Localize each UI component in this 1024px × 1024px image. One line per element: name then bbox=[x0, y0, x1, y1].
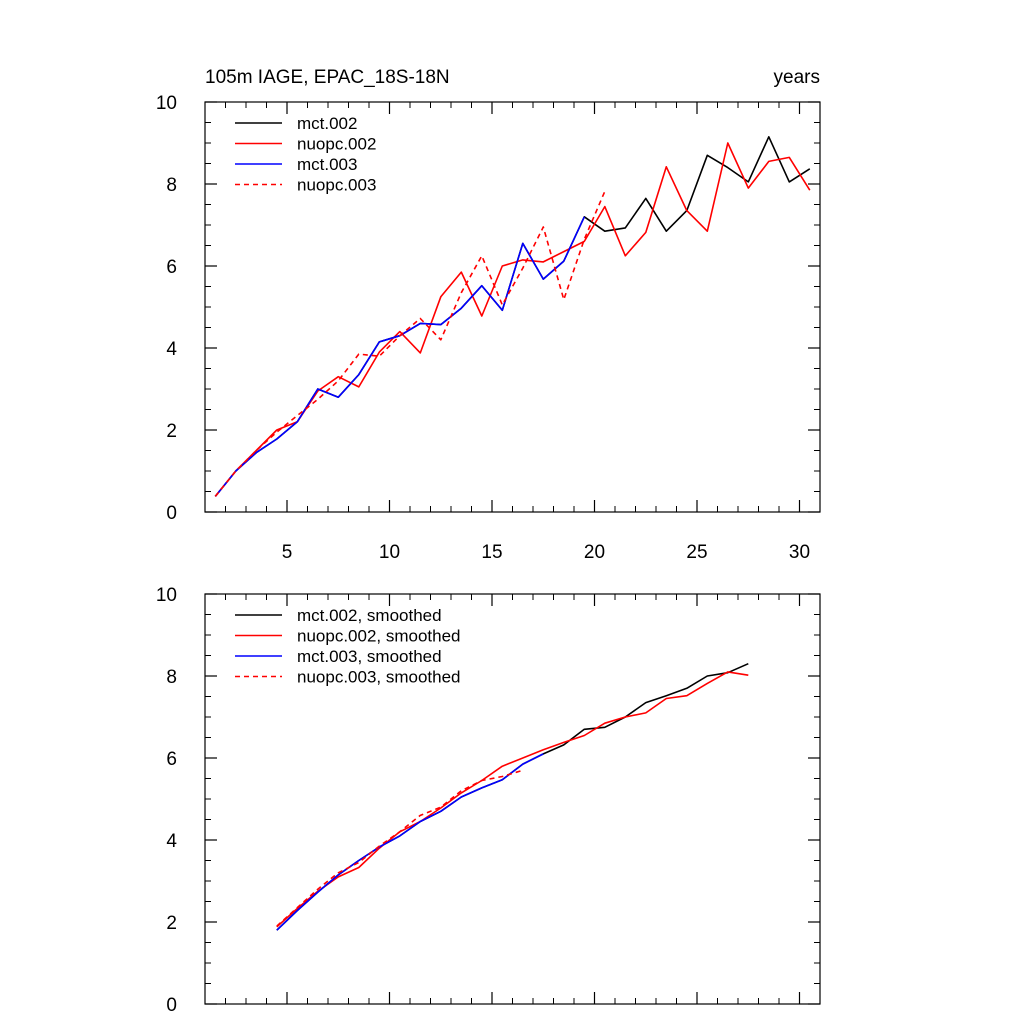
legend-label: mct.002, smoothed bbox=[297, 606, 442, 625]
y-tick-label: 0 bbox=[166, 503, 177, 524]
series-line-nuopc-003 bbox=[214, 191, 606, 497]
x-tick-label: 10 bbox=[379, 542, 400, 563]
series-line-nuopc-003-smoothed bbox=[276, 769, 524, 927]
panel-top: 105m IAGE, EPAC_18S-18N years 5 10 15 20 25 3… bbox=[156, 67, 821, 563]
x-tick-label: 30 bbox=[789, 542, 810, 563]
y-tick-label: 6 bbox=[166, 257, 177, 278]
y-tick-label: 8 bbox=[166, 175, 177, 196]
x-tick-label: 25 bbox=[686, 542, 707, 563]
x-tick-label: 5 bbox=[282, 542, 293, 563]
x-tick-label: 15 bbox=[481, 542, 502, 563]
legend-label: mct.002 bbox=[297, 114, 357, 133]
y-tick-label: 2 bbox=[166, 913, 177, 934]
y-tick-label: 6 bbox=[166, 749, 177, 770]
series-line-mct-003-smoothed bbox=[276, 753, 544, 931]
legend-label: nuopc.002 bbox=[297, 135, 376, 154]
y-tick-label: 4 bbox=[166, 831, 177, 852]
y-tick-label: 0 bbox=[166, 995, 177, 1016]
y-tick-label: 10 bbox=[156, 585, 177, 606]
panel-title: 105m IAGE, EPAC_18S-18N bbox=[205, 67, 450, 88]
series-line-nuopc-002 bbox=[214, 142, 811, 497]
legend-label: nuopc.003, smoothed bbox=[297, 668, 461, 687]
units-label: years bbox=[774, 67, 820, 88]
y-tick-label: 4 bbox=[166, 339, 177, 360]
y-tick-label: 8 bbox=[166, 667, 177, 688]
legend-label: mct.003 bbox=[297, 155, 357, 174]
legend-label: mct.003, smoothed bbox=[297, 647, 442, 666]
series-line-nuopc-002-smoothed bbox=[276, 671, 749, 928]
x-tick-label: 20 bbox=[584, 542, 605, 563]
y-tick-label: 10 bbox=[156, 93, 177, 114]
panel-bottom: 0 2 4 6 8 10 mct.002, smoothed nuopc.002, smoot… bbox=[156, 585, 821, 1016]
legend-label: nuopc.002, smoothed bbox=[297, 627, 461, 646]
legend-label: nuopc.003 bbox=[297, 176, 376, 195]
y-tick-label: 2 bbox=[166, 421, 177, 442]
